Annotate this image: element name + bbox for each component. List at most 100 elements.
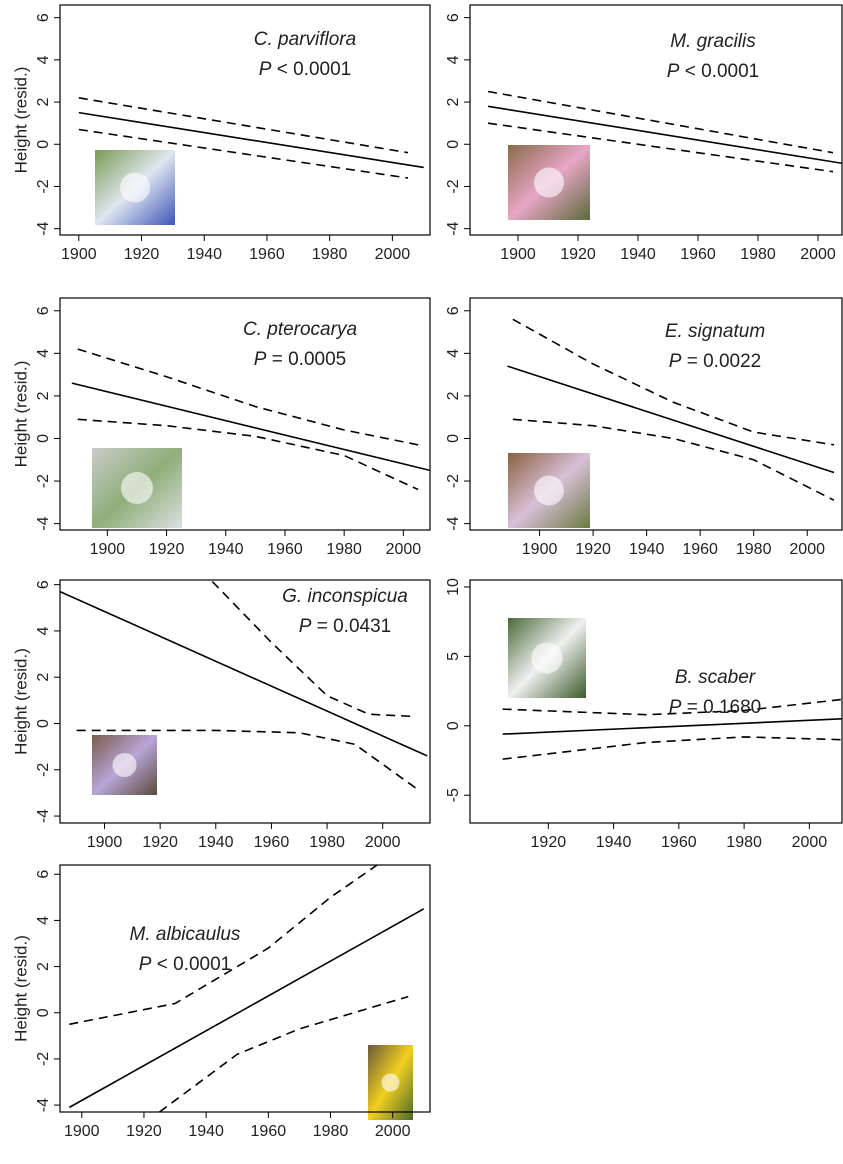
p-number: = 0.0022 bbox=[687, 351, 762, 372]
x-tick-label: 1980 bbox=[740, 246, 776, 263]
fit-line bbox=[503, 737, 842, 759]
x-tick-label: 1920 bbox=[124, 246, 160, 263]
y-tick-label: 4 bbox=[35, 626, 52, 635]
fit-line bbox=[488, 92, 833, 153]
y-tick-label: 0 bbox=[445, 434, 462, 443]
x-tick-label: 1920 bbox=[149, 541, 185, 558]
y-tick-label: 0 bbox=[35, 434, 52, 443]
x-tick-label: 1900 bbox=[64, 1123, 100, 1140]
p-number: = 0.0005 bbox=[272, 349, 347, 370]
y-tick-label: 0 bbox=[35, 1008, 52, 1017]
p-number: = 0.0431 bbox=[317, 616, 392, 637]
y-tick-label: 0 bbox=[445, 721, 462, 730]
x-tick-label: 1960 bbox=[661, 834, 697, 851]
y-tick-label: 10 bbox=[445, 578, 462, 596]
y-axis-label: Height (resid.) bbox=[11, 67, 30, 174]
x-tick-label: 2000 bbox=[386, 541, 422, 558]
y-tick-label: 6 bbox=[35, 13, 52, 22]
y-tick-label: 2 bbox=[35, 98, 52, 107]
p-symbol: P bbox=[669, 697, 682, 718]
p-symbol: P bbox=[299, 616, 312, 637]
p-number: < 0.0001 bbox=[277, 59, 352, 80]
x-tick-label: 1900 bbox=[87, 834, 123, 851]
x-tick-label: 1960 bbox=[680, 246, 716, 263]
y-tick-label: -4 bbox=[35, 221, 52, 235]
p-value: P < 0.0001 bbox=[259, 59, 351, 80]
x-tick-label: 1980 bbox=[312, 246, 348, 263]
y-tick-label: 0 bbox=[35, 719, 52, 728]
y-tick-label: 4 bbox=[35, 55, 52, 64]
x-tick-label: 1960 bbox=[251, 1123, 287, 1140]
x-tick-label: 1940 bbox=[629, 541, 665, 558]
panel: 1900 1920 1940 1960 1980 2000 -4 -2 0 2 4 6 Height (… bbox=[11, 5, 430, 263]
x-tick-label: 1940 bbox=[188, 1123, 224, 1140]
y-tick-label: 2 bbox=[445, 98, 462, 107]
p-value: P < 0.0001 bbox=[139, 954, 231, 975]
figure: 190019201940196019802000-4-20246Height (… bbox=[0, 0, 843, 1164]
x-tick-label: 1920 bbox=[560, 246, 596, 263]
species-name: C. pterocarya bbox=[243, 319, 357, 340]
y-tick-label: -4 bbox=[445, 516, 462, 530]
y-tick-label: 2 bbox=[445, 391, 462, 400]
p-number: < 0.0001 bbox=[685, 61, 760, 82]
p-symbol: P bbox=[669, 351, 682, 372]
x-tick-label: 1920 bbox=[126, 1123, 162, 1140]
p-number: < 0.0001 bbox=[157, 954, 232, 975]
y-axis-label: Height (resid.) bbox=[11, 935, 30, 1042]
y-tick-label: -4 bbox=[35, 809, 52, 823]
x-tick-label: 1980 bbox=[309, 834, 345, 851]
y-tick-label: -2 bbox=[35, 179, 52, 193]
y-tick-label: -2 bbox=[445, 474, 462, 488]
p-symbol: P bbox=[259, 59, 272, 80]
y-tick-label: 2 bbox=[35, 391, 52, 400]
x-tick-label: 1960 bbox=[267, 541, 303, 558]
y-tick-label: 4 bbox=[35, 349, 52, 358]
x-tick-label: 1980 bbox=[313, 1123, 349, 1140]
flower-center bbox=[121, 472, 153, 504]
flower-center bbox=[534, 168, 564, 198]
x-tick-label: 1940 bbox=[186, 246, 222, 263]
y-tick-label: -2 bbox=[445, 179, 462, 193]
y-tick-label: 6 bbox=[35, 306, 52, 315]
y-tick-label: 0 bbox=[35, 140, 52, 149]
x-tick-label: 1960 bbox=[254, 834, 290, 851]
x-tick-label: 1960 bbox=[249, 246, 285, 263]
flower-center bbox=[120, 173, 150, 203]
y-tick-label: -4 bbox=[35, 516, 52, 530]
flower-center bbox=[531, 642, 562, 673]
x-tick-label: 1900 bbox=[90, 541, 126, 558]
x-tick-label: 1900 bbox=[500, 246, 536, 263]
y-tick-label: 6 bbox=[445, 306, 462, 315]
species-name: E. signatum bbox=[665, 321, 765, 342]
y-tick-label: -2 bbox=[35, 474, 52, 488]
p-value: P = 0.1680 bbox=[669, 697, 761, 718]
y-tick-label: -4 bbox=[445, 221, 462, 235]
y-tick-label: 4 bbox=[445, 349, 462, 358]
p-value: P = 0.0022 bbox=[669, 351, 761, 372]
y-tick-label: 6 bbox=[445, 13, 462, 22]
x-tick-label: 2000 bbox=[375, 1123, 411, 1140]
x-tick-label: 1940 bbox=[208, 541, 244, 558]
p-value: P = 0.0431 bbox=[299, 616, 391, 637]
p-symbol: P bbox=[667, 61, 680, 82]
x-tick-label: 2000 bbox=[800, 246, 836, 263]
species-name: M. gracilis bbox=[670, 31, 756, 52]
x-tick-label: 1900 bbox=[522, 541, 558, 558]
p-value: P < 0.0001 bbox=[667, 61, 759, 82]
x-tick-label: 1900 bbox=[61, 246, 97, 263]
p-symbol: P bbox=[139, 954, 152, 975]
y-tick-label: -2 bbox=[35, 763, 52, 777]
x-tick-label: 1980 bbox=[726, 834, 762, 851]
y-tick-label: 4 bbox=[35, 916, 52, 925]
y-tick-label: 2 bbox=[35, 962, 52, 971]
x-tick-label: 2000 bbox=[375, 246, 411, 263]
y-tick-label: -5 bbox=[445, 788, 462, 802]
flower-center bbox=[113, 753, 137, 777]
x-tick-label: 1940 bbox=[620, 246, 656, 263]
p-number: = 0.1680 bbox=[687, 697, 762, 718]
y-tick-label: 5 bbox=[445, 652, 462, 661]
